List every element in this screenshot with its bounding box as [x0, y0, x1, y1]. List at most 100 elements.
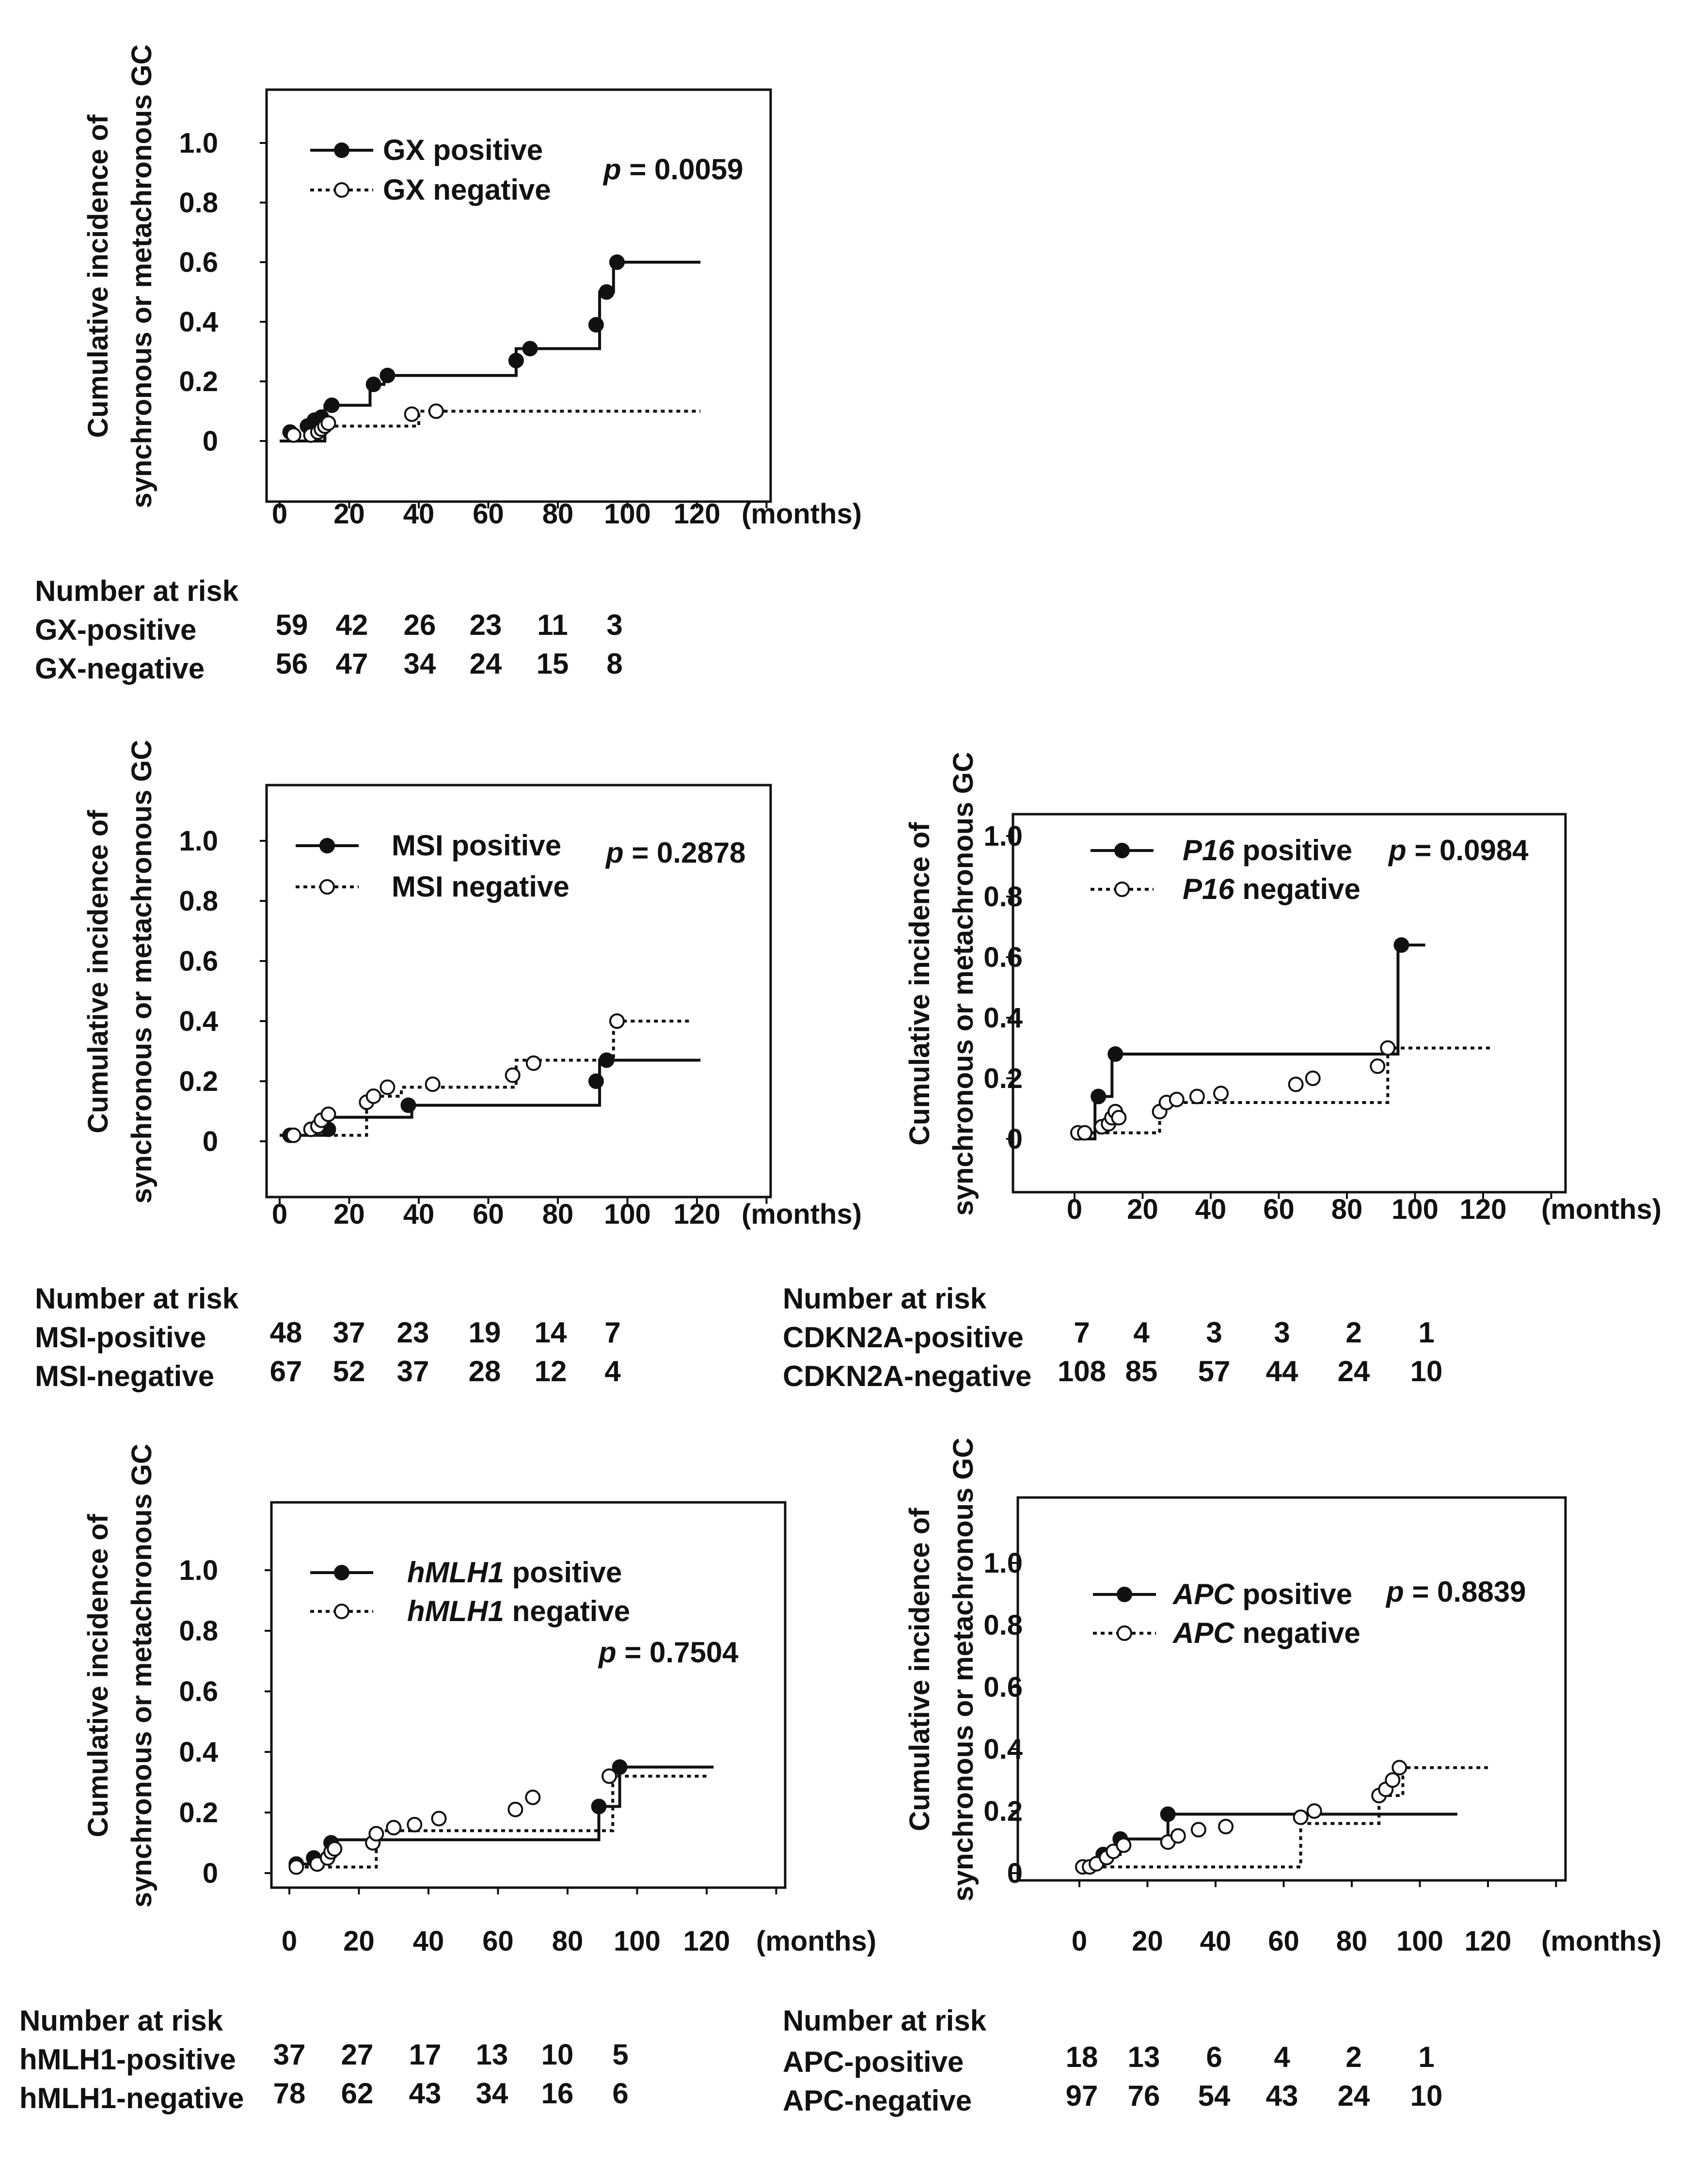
msi-y-tick-label: 0.4: [179, 1006, 218, 1037]
apc-negative-point: [1385, 1772, 1401, 1788]
hmlh1-y-tick-label: 0: [203, 1858, 218, 1889]
msi-p-value: p = 0.2878: [605, 836, 746, 869]
msi-risk-value: 52: [333, 1355, 365, 1387]
gx-legend-marker: [334, 182, 349, 198]
p16-x-tick-label: 40: [1195, 1194, 1227, 1225]
p16-risk-value: 7: [1074, 1316, 1090, 1349]
gx-positive-point: [599, 284, 615, 300]
p16-x-tick-label: 100: [1392, 1194, 1439, 1225]
p16-y-axis-label: Cumulative incidence of: [904, 822, 935, 1146]
gx-positive-point: [380, 367, 395, 383]
gx-plot-frame: [265, 88, 772, 503]
gx-risk-row-label: GX-positive: [35, 614, 196, 646]
msi-risk-value: 14: [535, 1316, 567, 1349]
gx-x-tick-label: 100: [604, 498, 651, 530]
hmlh1-series-negative-line: [289, 1775, 707, 1869]
hmlh1-x-tick-label: 20: [343, 1925, 375, 1957]
hmlh1-risk-value: 5: [612, 2038, 628, 2071]
hmlh1-x-tick-label: 40: [413, 1925, 444, 1957]
hmlh1-risk-value: 43: [409, 2077, 442, 2110]
p16-y-tick-label: 0.6: [983, 942, 1023, 973]
gx-risk-value: 8: [606, 647, 622, 680]
p16-legend-label: P16 negative: [1183, 873, 1360, 905]
apc-negative-point: [1190, 1822, 1206, 1838]
hmlh1-negative-point: [507, 1801, 523, 1817]
hmlh1-y-axis-label: Cumulative incidence of: [82, 1514, 114, 1837]
hmlh1-risk-title: Number at risk: [19, 2004, 223, 2037]
p16-x-axis-label: (months): [1541, 1194, 1661, 1225]
apc-legend-label: APC negative: [1172, 1617, 1360, 1649]
apc-series-positive-line: [1079, 1813, 1457, 1869]
msi-risk-value: 4: [604, 1355, 621, 1387]
apc-p-value: p = 0.8839: [1385, 1576, 1526, 1608]
p16-negative-point: [1213, 1086, 1229, 1102]
hmlh1-negative-point: [386, 1820, 402, 1836]
hmlh1-x-tick-label: 100: [614, 1925, 661, 1957]
p16-risk-value: 57: [1198, 1355, 1231, 1387]
hmlh1-positive-point: [591, 1798, 607, 1814]
hmlh1-x-tick-label: 0: [282, 1925, 297, 1957]
gx-x-tick-label: 80: [542, 498, 574, 530]
p16-x-tick-label: 0: [1067, 1194, 1082, 1225]
gx-negative-point: [404, 406, 420, 422]
msi-series-negative-line: [280, 1020, 690, 1137]
apc-x-tick-label: 0: [1072, 1925, 1087, 1957]
apc-legend-marker: [1117, 1625, 1132, 1641]
msi-risk-row-label: MSI-positive: [35, 1321, 206, 1354]
p16-risk-value: 2: [1345, 1316, 1361, 1349]
msi-x-axis-label: (months): [742, 1198, 862, 1230]
msi-negative-point: [380, 1079, 395, 1095]
gx-panel: 0 0.2 0.4 0.6 0.8 1.0 0 20 40 60 80 100 120 (months) C…: [35, 44, 862, 685]
p16-risk-value: 4: [1133, 1316, 1150, 1349]
p16-y-tick-label: 0: [1007, 1123, 1023, 1155]
msi-y-tick-label: 0.2: [179, 1066, 218, 1097]
apc-negative-point: [1116, 1837, 1132, 1853]
gx-positive-point: [588, 317, 604, 333]
gx-x-tick-label: 0: [272, 498, 287, 530]
msi-negative-point: [320, 1106, 336, 1122]
p16-series-negative-line: [1075, 1046, 1490, 1135]
p16-risk-value: 10: [1410, 1355, 1443, 1387]
p16-risk-row-label: CDKN2A-negative: [783, 1360, 1031, 1392]
msi-risk-value: 67: [270, 1355, 302, 1387]
apc-risk-value: 6: [1206, 2041, 1222, 2073]
gx-risk-value: 42: [336, 609, 368, 641]
gx-x-tick-label: 40: [403, 498, 435, 530]
gx-risk-value: 15: [537, 647, 569, 680]
apc-y-tick-label: 0.6: [983, 1671, 1023, 1703]
gx-y-tick-label: 0.4: [179, 306, 218, 338]
hmlh1-legend-marker: [334, 1565, 349, 1580]
hmlh1-risk-value: 17: [409, 2038, 442, 2071]
gx-risk-title: Number at risk: [35, 575, 239, 607]
p16-risk-title: Number at risk: [783, 1282, 987, 1315]
p16-risk-value: 24: [1338, 1355, 1370, 1387]
gx-negative-point: [285, 427, 301, 443]
p16-negative-point: [1111, 1110, 1127, 1126]
hmlh1-risk-row-label: hMLH1-negative: [19, 2082, 244, 2114]
apc-legend-label: APC positive: [1172, 1578, 1352, 1610]
hmlh1-negative-point: [407, 1817, 423, 1832]
apc-risk-value: 2: [1345, 2041, 1361, 2073]
msi-x-tick-label: 80: [542, 1198, 574, 1230]
p16-y-tick-label: 0.2: [983, 1063, 1023, 1094]
apc-series-negative-line: [1079, 1766, 1488, 1869]
apc-x-tick-label: 40: [1200, 1925, 1232, 1957]
gx-x-tick-label: 60: [473, 498, 504, 530]
hmlh1-risk-value: 37: [273, 2038, 306, 2071]
gx-p-value: p = 0.0059: [602, 153, 743, 186]
hmlh1-positive-point: [612, 1759, 628, 1775]
hmlh1-p-value: p = 0.7504: [598, 1636, 739, 1669]
msi-legend-label: MSI negative: [392, 870, 569, 903]
p16-y-tick-label: 0.4: [983, 1002, 1023, 1034]
gx-y-tick-label: 1.0: [179, 127, 218, 159]
p16-risk-value: 3: [1274, 1316, 1290, 1349]
msi-negative-point: [365, 1088, 381, 1104]
msi-negative-point: [609, 1013, 625, 1029]
gx-x-tick-label: 20: [333, 498, 365, 530]
apc-panel: 0 0.2 0.4 0.6 0.8 1.0 0 20 40 60 80 100 120 (months) C…: [783, 1437, 1661, 2117]
gx-risk-value: 56: [276, 647, 308, 680]
hmlh1-x-axis-label: (months): [756, 1925, 876, 1957]
p16-negative-point: [1370, 1058, 1386, 1074]
hmlh1-risk-row-label: hMLH1-positive: [19, 2043, 236, 2076]
gx-legend-marker: [334, 142, 349, 158]
